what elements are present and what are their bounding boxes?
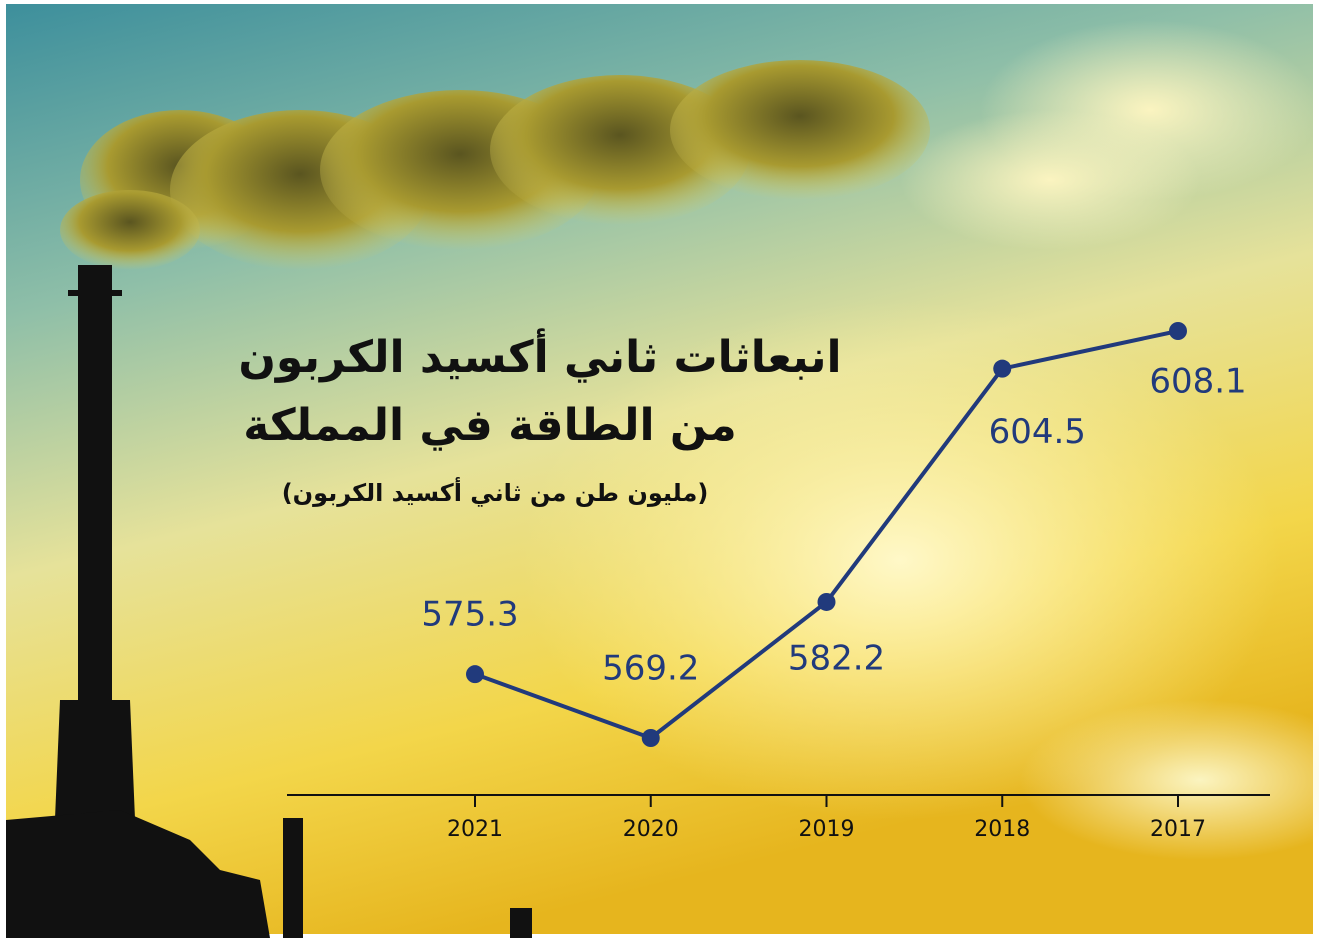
x-tick-label: 2017 xyxy=(1150,817,1206,842)
background xyxy=(0,0,1319,938)
x-tick-label: 2018 xyxy=(974,817,1030,842)
x-tick-label: 2021 xyxy=(447,817,503,842)
chart-title: من الطاقة في المملكة xyxy=(243,400,736,451)
point xyxy=(1169,322,1187,340)
point xyxy=(818,593,836,611)
point xyxy=(642,729,660,747)
x-tick-label: 2019 xyxy=(799,817,855,842)
chart: انبعاثات ثاني أكسيد الكربون من الطاقة في … xyxy=(0,0,1319,938)
x-tick-label: 2020 xyxy=(623,817,679,842)
value-label: 604.5 xyxy=(989,412,1086,452)
point xyxy=(993,360,1011,378)
chart-subtitle: (مليون طن من ثاني أكسيد الكربون) xyxy=(282,477,709,507)
point xyxy=(466,665,484,683)
value-label: 575.3 xyxy=(421,595,518,635)
value-label: 582.2 xyxy=(788,638,885,678)
value-label: 608.1 xyxy=(1149,362,1246,402)
value-label: 569.2 xyxy=(602,649,699,689)
chart-title: انبعاثات ثاني أكسيد الكربون xyxy=(238,328,841,383)
